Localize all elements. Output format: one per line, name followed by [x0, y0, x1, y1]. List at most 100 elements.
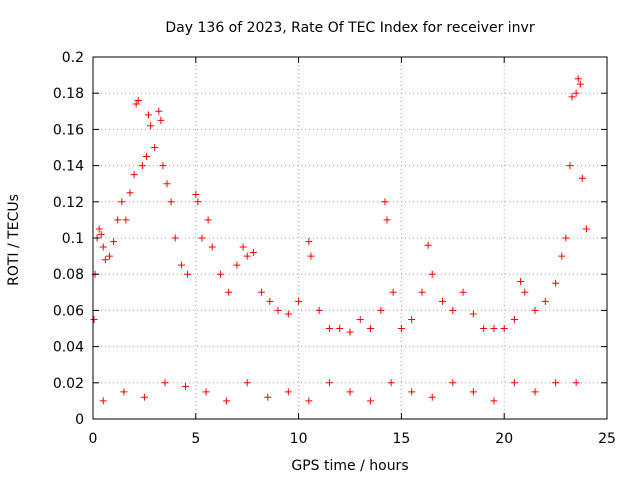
data-point [521, 288, 529, 296]
y-tick-label: 0.1 [62, 231, 84, 247]
data-point [274, 306, 282, 314]
data-point [572, 379, 580, 387]
data-point [266, 297, 274, 305]
data-point [582, 225, 590, 233]
data-point [120, 388, 128, 396]
data-point [428, 270, 436, 278]
data-point [157, 116, 165, 124]
data-point [469, 310, 477, 318]
data-point [578, 174, 586, 182]
data-point [95, 225, 103, 233]
data-point [204, 216, 212, 224]
data-point [459, 288, 467, 296]
data-point [305, 397, 313, 405]
data-point [336, 325, 344, 332]
data-point [377, 306, 385, 314]
data-point [541, 297, 549, 305]
data-point [90, 315, 98, 323]
y-tick-label: 0.18 [53, 86, 84, 102]
data-point [163, 180, 171, 188]
data-point [531, 388, 539, 396]
data-point [208, 243, 216, 251]
data-point [243, 252, 251, 260]
data-point [161, 379, 169, 387]
data-point [381, 198, 389, 206]
data-point [110, 238, 118, 246]
data-point [295, 297, 303, 305]
x-tick-label: 20 [495, 431, 513, 447]
data-point [389, 288, 397, 296]
y-axis-ticks: 0 0.02 0.04 0.06 0.08 0.1 0.12 0.14 0.16 0.18 0.2 [53, 50, 607, 428]
data-point [194, 198, 202, 206]
y-tick-label: 0.06 [53, 303, 84, 319]
grid-lines [93, 57, 607, 419]
data-point [346, 328, 354, 336]
data-point [346, 388, 354, 396]
data-point [97, 230, 105, 238]
data-point [99, 397, 107, 405]
data-point [449, 306, 457, 314]
data-point [315, 306, 323, 314]
data-point [118, 198, 126, 206]
chart-title: Day 136 of 2023, Rate Of TEC Index for r… [165, 20, 534, 36]
data-point [418, 288, 426, 296]
data-point [552, 379, 560, 387]
y-tick-label: 0.08 [53, 267, 84, 283]
data-point [356, 315, 364, 323]
data-point [155, 107, 163, 115]
data-point [284, 388, 292, 396]
data-point [151, 144, 159, 151]
data-point [105, 252, 113, 260]
x-tick-label: 25 [598, 431, 616, 447]
data-point [558, 252, 566, 260]
data-point [325, 379, 333, 387]
data-point [114, 216, 122, 224]
data-point [572, 89, 580, 97]
y-axis-label: ROTI / TECUs [6, 194, 22, 286]
data-point [552, 279, 560, 287]
data-point [490, 325, 498, 332]
data-point [233, 261, 241, 269]
y-tick-label: 0.04 [53, 340, 84, 356]
y-tick-label: 0 [75, 412, 84, 428]
y-tick-label: 0.14 [53, 159, 84, 175]
y-tick-label: 0.16 [53, 122, 84, 138]
data-point [264, 393, 272, 401]
data-point [408, 315, 416, 323]
data-point [99, 243, 107, 251]
data-point [225, 288, 233, 296]
y-tick-label: 0.2 [62, 50, 84, 66]
data-point [408, 388, 416, 396]
data-point [307, 252, 315, 260]
data-point [145, 111, 153, 119]
data-point [531, 306, 539, 314]
data-point [249, 248, 257, 256]
data-point [490, 397, 498, 405]
data-point [216, 270, 224, 278]
data-point [147, 122, 155, 130]
data-point [134, 96, 142, 104]
data-point [510, 379, 518, 387]
data-point [223, 397, 231, 405]
y-tick-label: 0.02 [53, 376, 84, 392]
data-point [239, 243, 247, 251]
x-axis-label: GPS time / hours [291, 458, 408, 474]
data-point [258, 288, 266, 296]
data-point [192, 191, 200, 199]
data-point [171, 234, 179, 242]
data-point [397, 325, 405, 332]
data-point [305, 238, 313, 246]
data-point [132, 100, 140, 108]
data-point [367, 397, 375, 405]
data-point [284, 310, 292, 318]
data-point [510, 315, 518, 323]
data-point [159, 162, 167, 170]
data-point [138, 162, 146, 170]
data-point [325, 325, 333, 332]
x-tick-label: 0 [89, 431, 98, 447]
data-point [428, 393, 436, 401]
y-tick-label: 0.12 [53, 195, 84, 211]
data-point [469, 388, 477, 396]
data-point [383, 216, 391, 224]
